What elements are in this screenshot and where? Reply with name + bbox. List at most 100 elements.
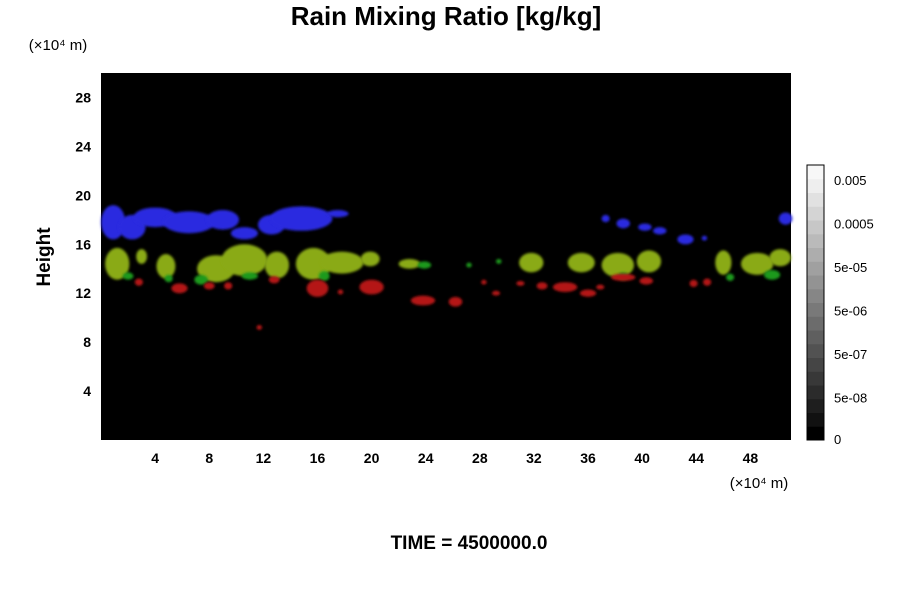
data-region-1-14 [715,250,732,275]
data-region-0-7 [270,206,333,231]
x-tick-label-0: 4 [151,450,159,466]
data-region-3-10 [481,279,487,285]
colorbar-label-5: 5e-08 [834,391,867,406]
colorbar-step-3 [807,385,824,400]
data-region-3-0 [134,278,143,286]
plot-area [101,73,791,440]
data-region-1-10 [519,252,544,273]
x-tick-label-8: 36 [580,450,596,466]
y-tick-label-5: 24 [75,138,91,154]
data-region-1-7 [320,251,364,274]
data-region-0-14 [701,235,708,241]
colorbar-step-10 [807,288,824,303]
colorbar-step-18 [807,178,824,193]
x-tick-label-3: 16 [310,450,326,466]
data-region-2-1 [164,274,173,283]
data-region-0-12 [653,227,667,235]
colorbar-step-7 [807,330,824,345]
colorbar-step-2 [807,398,824,413]
data-region-3-2 [203,282,215,290]
colorbar-step-15 [807,220,824,235]
data-region-3-8 [410,295,436,306]
x-tick-label-10: 44 [689,450,705,466]
data-region-1-2 [156,254,176,279]
colorbar-step-17 [807,192,824,207]
data-region-2-9 [726,273,735,281]
data-region-3-9 [448,296,463,307]
data-region-0-8 [326,210,349,218]
colorbar-label-1: 0.0005 [834,217,874,232]
y-tick-label-2: 12 [75,285,91,301]
colorbar-step-8 [807,316,824,331]
data-region-3-3 [224,282,233,290]
data-region-1-16 [769,249,791,267]
colorbar-step-11 [807,275,824,290]
colorbar-labels: 0.005 0.0005 5e-05 5e-06 5e-07 5e-08 0 [834,173,874,447]
data-region-3-16 [596,284,605,290]
colorbar-label-4: 5e-07 [834,347,867,362]
x-tick-label-11: 48 [743,450,759,466]
data-region-3-6 [337,289,344,295]
data-region-2-2 [194,274,208,285]
data-region-2-10 [763,269,781,280]
y-tick-label-4: 20 [75,187,91,203]
data-region-0-3 [163,211,215,234]
data-region-0-15 [778,212,793,225]
colorbar-step-4 [807,371,824,386]
data-region-3-4 [268,276,280,284]
data-region-3-12 [516,280,525,286]
y-unit-label: (×10⁴ m) [29,37,88,54]
data-region-3-5 [306,279,329,297]
data-region-3-20 [703,278,712,286]
data-region-3-14 [552,282,578,292]
y-tick-label-1: 8 [83,334,91,350]
colorbar-step-5 [807,357,824,372]
data-region-2-7 [496,258,502,264]
data-region-3-17 [611,273,636,281]
data-region-3-7 [359,279,384,295]
data-region-2-4 [318,271,330,281]
data-region-3-11 [492,290,501,296]
colorbar-step-14 [807,233,824,248]
x-axis-ticks: 4 8 12 16 20 24 28 32 36 40 44 48 [151,450,758,466]
colorbar-label-2: 5e-05 [834,260,867,275]
colorbar-step-16 [807,206,824,221]
colorbar-frame [806,164,825,441]
y-axis-ticks: 4 8 12 16 20 24 28 [75,89,91,399]
y-tick-label-3: 16 [75,236,91,252]
data-region-1-5 [264,251,290,279]
data-region-2-3 [241,272,258,280]
data-region-1-0 [105,247,130,280]
colorbar-label-6: 0 [834,432,841,447]
data-region-1-15 [740,252,774,275]
colorbar-step-0 [807,426,824,441]
colorbar-step-12 [807,261,824,276]
chart-title: Rain Mixing Ratio [kg/kg] [291,1,602,31]
x-tick-label-6: 28 [472,450,488,466]
data-region-2-0 [122,272,134,280]
data-region-3-19 [689,279,698,288]
colorbar-step-13 [807,247,824,262]
data-region-2-5 [417,261,432,269]
colorbar-label-0: 0.005 [834,173,867,188]
data-region-0-4 [206,210,239,230]
colorbar-step-9 [807,302,824,317]
data-region-1-1 [136,249,148,264]
data-regions [101,205,793,330]
y-tick-label-0: 4 [83,383,91,399]
data-region-0-10 [616,218,630,229]
x-tick-label-9: 40 [634,450,650,466]
x-tick-label-2: 12 [256,450,272,466]
data-region-3-15 [579,289,597,297]
data-region-1-9 [398,258,421,269]
data-region-2-6 [466,262,472,268]
data-region-3-1 [171,283,188,294]
data-region-1-12 [601,252,635,278]
time-footer: TIME = 4500000.0 [391,533,548,554]
data-region-0-11 [638,223,652,231]
x-tick-label-1: 8 [205,450,213,466]
colorbar-step-6 [807,343,824,358]
y-axis-title: Height [34,227,55,287]
colorbar [806,164,825,441]
